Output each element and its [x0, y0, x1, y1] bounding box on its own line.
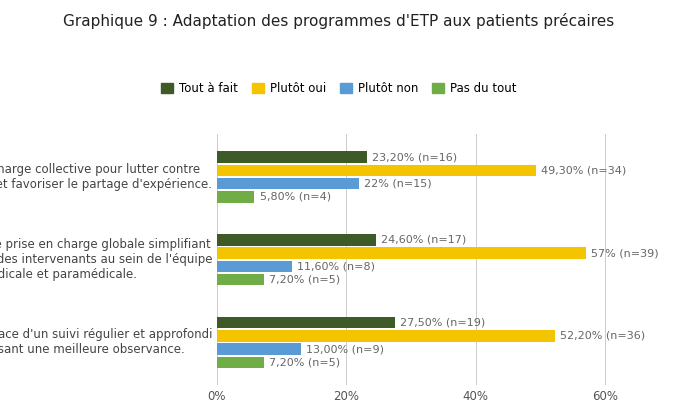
Text: 57% (n=39): 57% (n=39) [591, 248, 658, 258]
Text: 13,00% (n=9): 13,00% (n=9) [306, 344, 384, 354]
Bar [217, 274, 264, 285]
Text: 7,20% (n=5): 7,20% (n=5) [268, 274, 340, 285]
Bar [217, 191, 254, 203]
Bar [217, 357, 264, 368]
Text: 23,20% (n=16): 23,20% (n=16) [372, 152, 457, 162]
Text: 27,50% (n=19): 27,50% (n=19) [400, 318, 485, 328]
Text: 49,30% (n=34): 49,30% (n=34) [541, 166, 626, 176]
Bar [217, 165, 536, 176]
Text: 5,80% (n=4): 5,80% (n=4) [260, 192, 331, 202]
Text: Graphique 9 : Adaptation des programmes d'ETP aux patients précaires: Graphique 9 : Adaptation des programmes … [63, 13, 615, 28]
Bar [217, 247, 586, 259]
Bar [217, 317, 395, 328]
Text: 24,60% (n=17): 24,60% (n=17) [381, 235, 466, 245]
Bar [217, 330, 555, 341]
Text: 7,20% (n=5): 7,20% (n=5) [268, 357, 340, 367]
Text: 22% (n=15): 22% (n=15) [364, 178, 432, 189]
Bar [217, 234, 376, 246]
Legend: Tout à fait, Plutôt oui, Plutôt non, Pas du tout: Tout à fait, Plutôt oui, Plutôt non, Pas… [157, 77, 521, 100]
Text: 11,60% (n=8): 11,60% (n=8) [297, 261, 375, 272]
Bar [217, 151, 367, 163]
Bar [217, 343, 301, 355]
Bar [217, 261, 292, 272]
Bar [217, 178, 359, 189]
Text: 52,20% (n=36): 52,20% (n=36) [560, 331, 645, 341]
